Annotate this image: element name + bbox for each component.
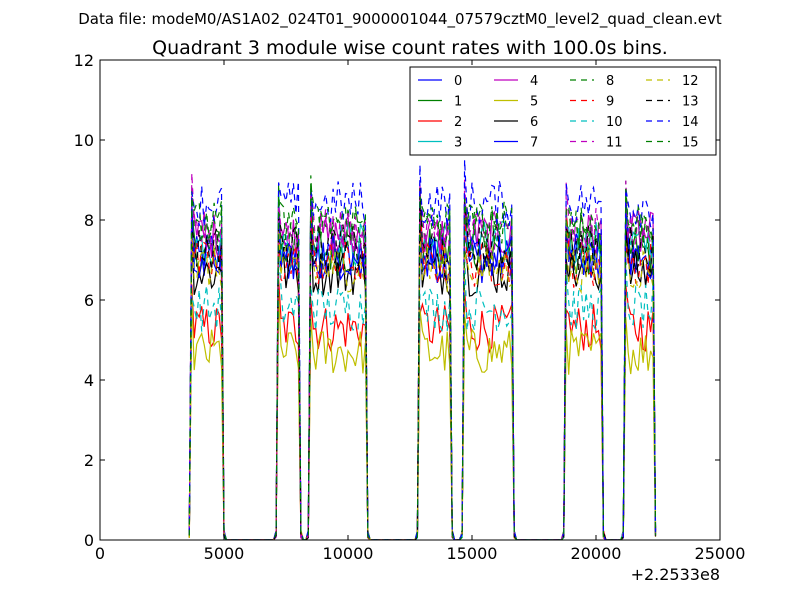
series-line-15 (188, 184, 657, 540)
y-tick-label: 6 (84, 291, 94, 310)
legend-label-0: 0 (454, 74, 462, 89)
y-tick-label: 10 (74, 131, 94, 150)
series-line-8 (188, 175, 657, 540)
chart-title: Quadrant 3 module wise count rates with … (152, 37, 668, 59)
legend-label-4: 4 (530, 74, 538, 89)
legend-label-10: 10 (606, 115, 623, 130)
legend-label-1: 1 (454, 95, 462, 110)
series-layer (188, 159, 657, 540)
x-axis: 0 5000 10000 15000 20000 25000 (95, 60, 746, 563)
series-line-14 (188, 159, 657, 540)
series-line-10 (188, 250, 657, 540)
legend-label-8: 8 (606, 74, 614, 89)
legend-label-7: 7 (530, 136, 538, 151)
y-tick-label: 8 (84, 211, 94, 230)
x-tick-label: 10000 (323, 544, 374, 563)
x-offset-label: +2.2533e8 (631, 565, 720, 584)
legend-label-14: 14 (682, 115, 699, 130)
chart-suptitle: Data file: modeM0/AS1A02_024T01_90000010… (78, 10, 722, 29)
legend-label-11: 11 (606, 136, 623, 151)
legend-label-15: 15 (682, 136, 699, 151)
series-line-12 (188, 214, 657, 540)
legend-label-9: 9 (606, 95, 614, 110)
y-tick-label: 12 (74, 51, 94, 70)
legend-label-13: 13 (682, 95, 699, 110)
legend-label-12: 12 (682, 74, 699, 89)
legend-label-3: 3 (454, 136, 462, 151)
y-tick-label: 2 (84, 451, 94, 470)
x-tick-label: 5000 (204, 544, 245, 563)
x-tick-label: 0 (95, 544, 105, 563)
legend-label-5: 5 (530, 95, 538, 110)
y-tick-label: 4 (84, 371, 94, 390)
x-tick-label: 15000 (447, 544, 498, 563)
series-line-11 (188, 173, 657, 540)
series-line-7 (188, 197, 657, 540)
series-line-9 (188, 207, 657, 540)
legend-label-6: 6 (530, 115, 538, 130)
y-tick-label: 0 (84, 531, 94, 550)
x-tick-label: 25000 (695, 544, 746, 563)
legend-label-2: 2 (454, 115, 462, 130)
x-tick-label: 20000 (571, 544, 622, 563)
series-line-5 (188, 293, 657, 540)
legend-frame (409, 66, 717, 156)
